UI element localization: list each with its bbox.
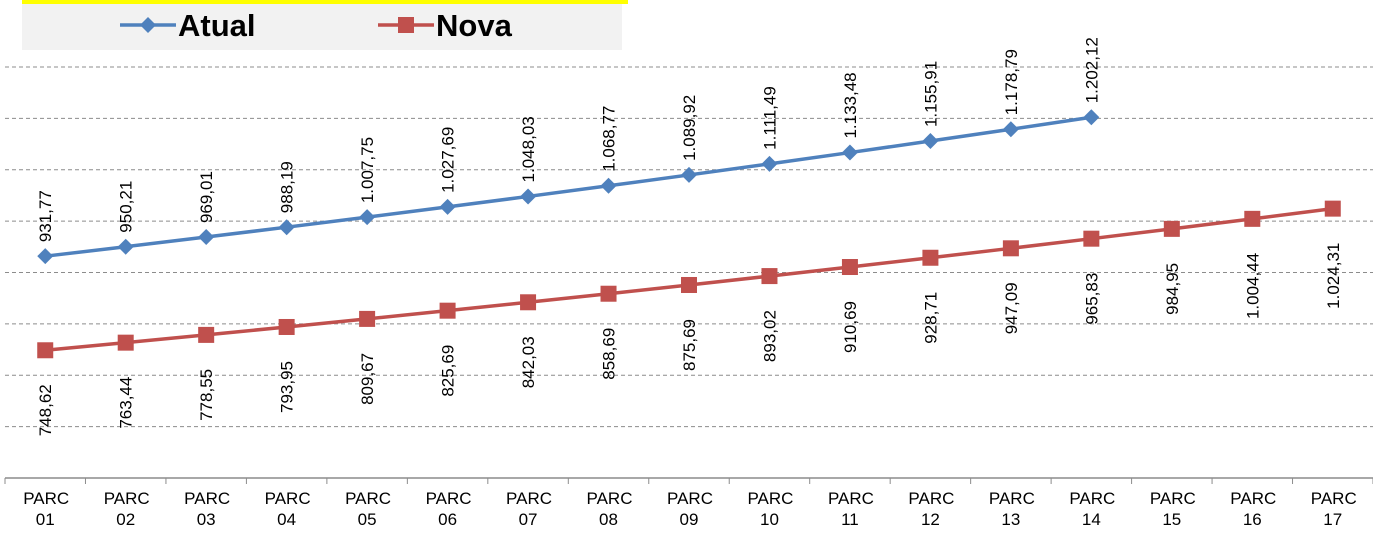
point: [439, 302, 456, 319]
x-tick-label: PARC 14: [1069, 489, 1116, 529]
data-label: 965,83: [1082, 273, 1101, 325]
point: [198, 229, 215, 246]
data-label: 1.202,12: [1082, 37, 1101, 103]
data-label: 910,69: [841, 301, 860, 353]
data-label: 1.155,91: [921, 61, 940, 127]
x-tick-label: PARC 06: [425, 489, 472, 529]
x-tick-label: PARC 16: [1230, 489, 1277, 529]
data-label: 1.089,92: [680, 95, 699, 161]
data-label: 947,09: [1002, 282, 1021, 334]
data-label: 778,55: [197, 369, 216, 421]
legend-box: [22, 0, 622, 50]
point: [600, 177, 617, 194]
point: [761, 155, 778, 172]
point: [1244, 210, 1261, 227]
point: [1083, 109, 1100, 126]
data-label: 969,01: [197, 171, 216, 223]
point: [681, 276, 697, 293]
legend-highlight: [22, 0, 628, 4]
data-label: 1.048,03: [519, 116, 538, 182]
point: [1002, 240, 1019, 257]
point: [278, 318, 295, 335]
point: [37, 248, 54, 265]
x-tick-label: PARC 03: [184, 489, 231, 529]
point: [520, 294, 537, 311]
point: [1083, 230, 1100, 247]
data-label: 1.178,79: [1002, 49, 1021, 115]
data-label: 809,67: [358, 353, 377, 405]
data-label: 1.068,77: [600, 106, 619, 172]
legend-marker: [398, 17, 414, 33]
x-tick-label: PARC 04: [264, 489, 311, 529]
point: [1163, 220, 1180, 237]
series-line: [45, 115, 1092, 258]
data-label: 1.004,44: [1243, 253, 1262, 319]
point: [117, 334, 134, 351]
point: [681, 166, 697, 183]
x-tick-label: PARC 15: [1149, 489, 1196, 529]
data-label: 988,19: [278, 161, 297, 213]
point: [1002, 121, 1019, 138]
data-label: 1.024,31: [1324, 243, 1343, 309]
x-tick-label: PARC 10: [747, 489, 794, 529]
x-tick-label: PARC 11: [827, 489, 874, 529]
x-tick-label: PARC 01: [23, 489, 70, 529]
point: [922, 249, 939, 266]
data-label: 793,95: [278, 361, 297, 413]
x-tick-label: PARC 09: [667, 489, 713, 529]
data-label: 1.111,49: [760, 86, 779, 150]
data-label: 931,77: [36, 190, 55, 242]
legend-label: Atual: [178, 8, 256, 43]
data-label: 1.007,75: [358, 137, 377, 203]
x-tick-label: PARC 17: [1310, 489, 1357, 529]
data-label: 893,02: [760, 310, 779, 362]
point: [198, 326, 215, 343]
data-label: 1.027,69: [439, 127, 458, 193]
x-tick-label: PARC 13: [988, 489, 1035, 529]
x-tick-label: PARC 08: [586, 489, 633, 529]
point: [841, 259, 858, 276]
x-tick-label: PARC 07: [506, 489, 553, 529]
point: [278, 219, 295, 236]
legend-label: Nova: [436, 8, 513, 43]
point: [117, 238, 134, 255]
data-label: 1.133,48: [841, 72, 860, 138]
data-label: 825,69: [439, 345, 458, 397]
point: [359, 209, 376, 226]
point: [761, 268, 778, 285]
data-label: 858,69: [600, 328, 619, 380]
point: [1324, 200, 1341, 217]
data-label: 928,71: [921, 292, 940, 344]
x-tick-label: PARC 05: [345, 489, 392, 529]
data-label: 748,62: [36, 384, 55, 436]
data-label: 950,21: [117, 181, 136, 233]
point: [359, 310, 376, 327]
x-tick-label: PARC 12: [908, 489, 955, 529]
data-label: 875,69: [680, 319, 699, 371]
point: [600, 285, 617, 302]
x-tick-label: PARC 02: [103, 489, 150, 529]
data-label: 984,95: [1163, 263, 1182, 315]
point: [520, 188, 537, 205]
data-label: 763,44: [117, 377, 136, 429]
point: [439, 198, 456, 215]
point: [841, 144, 858, 161]
point: [37, 342, 54, 359]
legend-marker: [140, 17, 156, 33]
point: [922, 133, 939, 150]
data-label: 842,03: [519, 336, 538, 388]
